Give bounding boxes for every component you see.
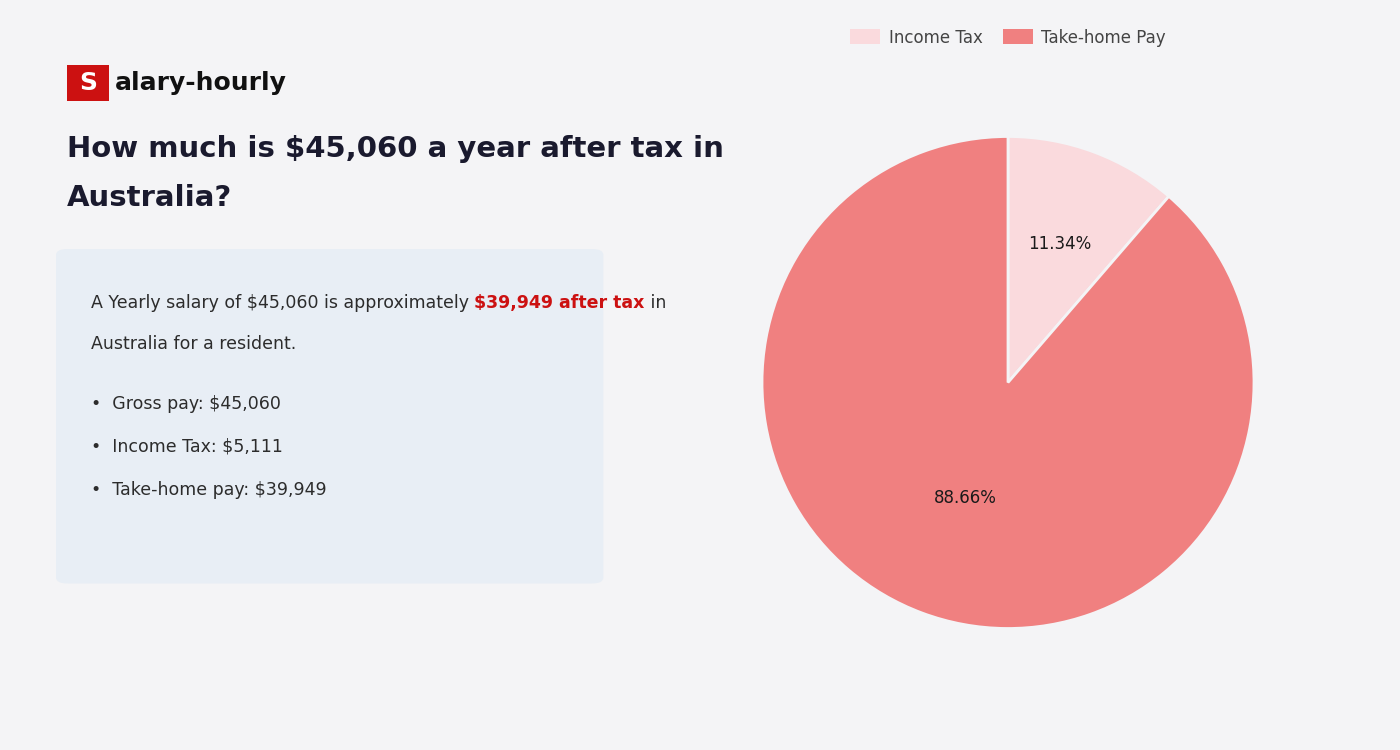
Text: How much is $45,060 a year after tax in: How much is $45,060 a year after tax in — [67, 135, 724, 163]
Text: •  Gross pay: $45,060: • Gross pay: $45,060 — [91, 395, 281, 413]
Text: alary-hourly: alary-hourly — [115, 71, 287, 95]
Text: 88.66%: 88.66% — [934, 489, 997, 507]
Text: •  Income Tax: $5,111: • Income Tax: $5,111 — [91, 438, 283, 456]
Text: S: S — [80, 71, 97, 95]
Wedge shape — [1008, 136, 1169, 382]
Text: Australia for a resident.: Australia for a resident. — [91, 335, 297, 353]
Text: $39,949 after tax: $39,949 after tax — [475, 294, 645, 312]
Text: 11.34%: 11.34% — [1028, 236, 1091, 254]
Text: •  Take-home pay: $39,949: • Take-home pay: $39,949 — [91, 481, 326, 499]
Wedge shape — [762, 136, 1254, 628]
Text: Australia?: Australia? — [67, 184, 232, 211]
Text: in: in — [645, 294, 666, 312]
Legend: Income Tax, Take-home Pay: Income Tax, Take-home Pay — [844, 22, 1172, 53]
Text: A Yearly salary of $45,060 is approximately: A Yearly salary of $45,060 is approximat… — [91, 294, 475, 312]
